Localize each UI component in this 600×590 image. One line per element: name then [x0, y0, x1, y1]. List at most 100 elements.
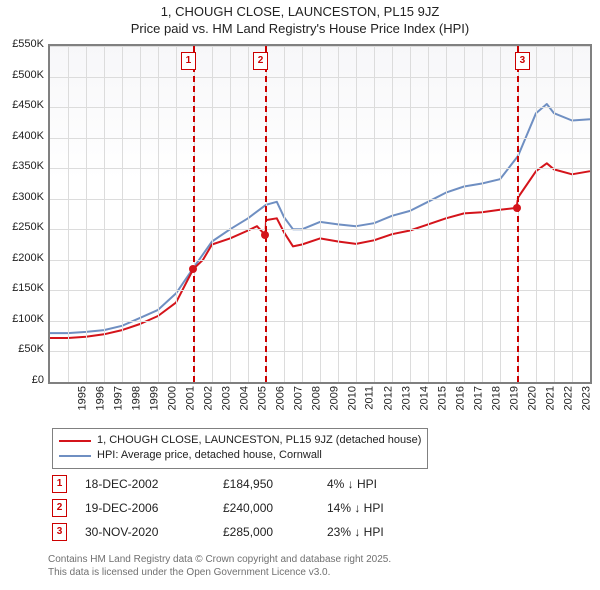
sales-row-date: 30-NOV-2020	[85, 525, 205, 539]
gridline-vertical	[104, 46, 105, 382]
gridline-vertical	[320, 46, 321, 382]
sale-marker-vline	[517, 46, 519, 382]
sales-row: 330-NOV-2020£285,00023% ↓ HPI	[52, 520, 437, 544]
gridline-vertical	[176, 46, 177, 382]
sales-row-price: £240,000	[223, 501, 309, 515]
y-axis-label: £500K	[2, 69, 44, 81]
x-axis-label: 2021	[544, 386, 556, 410]
x-axis-label: 1998	[130, 386, 142, 410]
x-axis-label: 1995	[76, 386, 88, 410]
gridline-vertical	[536, 46, 537, 382]
x-axis-label: 2023	[580, 386, 592, 410]
x-axis-label: 2009	[328, 386, 340, 410]
y-axis-label: £300K	[2, 191, 44, 203]
sales-row-price: £184,950	[223, 477, 309, 491]
x-axis-label: 1997	[112, 386, 124, 410]
legend-label: HPI: Average price, detached house, Corn…	[97, 448, 322, 463]
sale-dot	[261, 231, 269, 239]
plot-area: 1 2 3	[48, 44, 592, 384]
sales-row-marker: 3	[52, 523, 67, 541]
x-axis-label: 2016	[454, 386, 466, 410]
legend-swatch	[59, 440, 91, 442]
chart-title-line2: Price paid vs. HM Land Registry's House …	[0, 21, 600, 36]
sales-row-marker: 1	[52, 475, 67, 493]
sale-marker-vline	[265, 46, 267, 382]
gridline-vertical	[446, 46, 447, 382]
y-axis-label: £550K	[2, 38, 44, 50]
gridline-vertical	[230, 46, 231, 382]
gridline-vertical	[572, 46, 573, 382]
y-axis-label: £150K	[2, 282, 44, 294]
x-axis-label: 2012	[382, 386, 394, 410]
chart-container: 1, CHOUGH CLOSE, LAUNCESTON, PL15 9JZ Pr…	[0, 0, 600, 590]
x-axis-label: 2019	[508, 386, 520, 410]
sales-row-date: 19-DEC-2006	[85, 501, 205, 515]
sale-dot	[513, 204, 521, 212]
gridline-vertical	[86, 46, 87, 382]
x-axis-label: 2018	[490, 386, 502, 410]
gridline-vertical	[212, 46, 213, 382]
y-axis-label: £200K	[2, 252, 44, 264]
y-axis-label: £350K	[2, 160, 44, 172]
gridline-vertical	[356, 46, 357, 382]
gridline-vertical	[482, 46, 483, 382]
sales-row-hpi: 14% ↓ HPI	[327, 501, 437, 515]
x-axis-label: 2005	[256, 386, 268, 410]
x-axis-label: 2017	[472, 386, 484, 410]
legend-row: 1, CHOUGH CLOSE, LAUNCESTON, PL15 9JZ (d…	[59, 433, 421, 448]
legend: 1, CHOUGH CLOSE, LAUNCESTON, PL15 9JZ (d…	[52, 428, 428, 469]
x-axis-label: 2008	[310, 386, 322, 410]
sale-marker-number: 1	[181, 52, 196, 70]
sale-marker-number: 2	[253, 52, 268, 70]
y-axis-label: £50K	[2, 343, 44, 355]
x-axis-label: 2003	[220, 386, 232, 410]
x-axis-label: 2015	[436, 386, 448, 410]
gridline-vertical	[554, 46, 555, 382]
y-axis-label: £400K	[2, 130, 44, 142]
sales-row-marker: 2	[52, 499, 67, 517]
gridline-vertical	[338, 46, 339, 382]
legend-row: HPI: Average price, detached house, Corn…	[59, 448, 421, 463]
gridline-vertical	[500, 46, 501, 382]
gridline-vertical	[122, 46, 123, 382]
x-axis-label: 2000	[166, 386, 178, 410]
x-axis-label: 1999	[148, 386, 160, 410]
y-axis-label: £250K	[2, 221, 44, 233]
x-axis-label: 2004	[238, 386, 250, 410]
footer-line1: Contains HM Land Registry data © Crown c…	[48, 554, 391, 567]
gridline-vertical	[410, 46, 411, 382]
sale-marker-number: 3	[515, 52, 530, 70]
gridline-vertical	[68, 46, 69, 382]
gridline-vertical	[140, 46, 141, 382]
chart-title-line1: 1, CHOUGH CLOSE, LAUNCESTON, PL15 9JZ	[0, 0, 600, 21]
x-axis-label: 2002	[202, 386, 214, 410]
x-axis-label: 2010	[346, 386, 358, 410]
gridline-vertical	[374, 46, 375, 382]
x-axis-label: 2013	[400, 386, 412, 410]
sales-row: 2 19-DEC-2006 £240,000 14% ↓ HPI	[52, 496, 437, 520]
sale-dot	[189, 265, 197, 273]
footer-line2: This data is licensed under the Open Gov…	[48, 567, 391, 580]
sales-data-table: 1 18-DEC-2002 £184,950 4% ↓ HPI 2 19-DEC-2006…	[52, 472, 437, 544]
gridline-vertical	[392, 46, 393, 382]
y-axis-label: £450K	[2, 99, 44, 111]
x-axis-label: 2007	[292, 386, 304, 410]
sale-marker-vline	[193, 46, 195, 382]
sales-row-hpi: 4% ↓ HPI	[327, 477, 437, 491]
x-axis-label: 2022	[562, 386, 574, 410]
gridline-vertical	[248, 46, 249, 382]
y-axis-label: £0	[2, 374, 44, 386]
sales-row-date: 18-DEC-2002	[85, 477, 205, 491]
gridline-vertical	[464, 46, 465, 382]
legend-swatch	[59, 455, 91, 457]
x-axis-label: 2011	[364, 386, 376, 410]
sales-row-hpi: 23% ↓ HPI	[327, 525, 437, 539]
gridline-vertical	[428, 46, 429, 382]
x-axis-label: 2006	[274, 386, 286, 410]
legend-label: 1, CHOUGH CLOSE, LAUNCESTON, PL15 9JZ (d…	[97, 433, 421, 448]
x-axis-label: 2020	[526, 386, 538, 410]
gridline-vertical	[284, 46, 285, 382]
x-axis-label: 2014	[418, 386, 430, 410]
x-axis-label: 1996	[94, 386, 106, 410]
footer-attribution: Contains HM Land Registry data © Crown c…	[48, 554, 391, 579]
